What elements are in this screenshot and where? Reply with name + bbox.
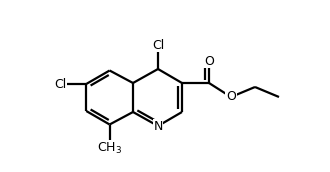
Text: CH$_3$: CH$_3$	[97, 141, 122, 156]
Text: N: N	[153, 120, 163, 132]
Text: O: O	[204, 55, 214, 67]
Text: Cl: Cl	[152, 39, 164, 51]
Text: Cl: Cl	[54, 78, 66, 90]
Text: O: O	[226, 90, 236, 104]
